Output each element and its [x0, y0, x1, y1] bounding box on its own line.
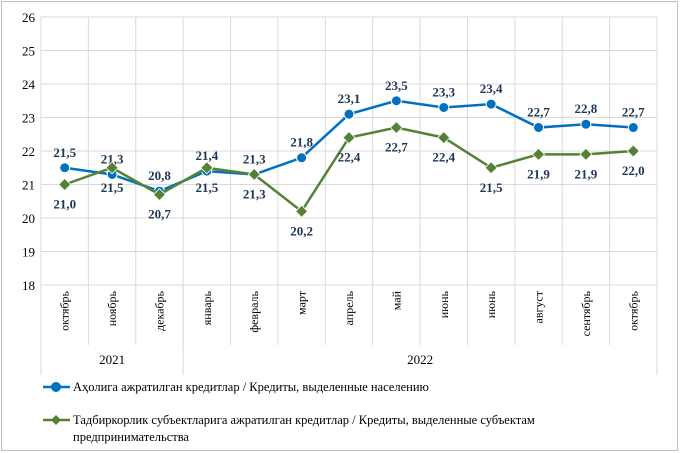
- data-point-circle: [438, 101, 450, 113]
- data-point-diamond: [389, 120, 403, 135]
- data-point-diamond: [295, 204, 309, 218]
- data-label: 21,3: [243, 186, 266, 201]
- data-label: 22,0: [622, 163, 645, 178]
- data-label: 21,5: [101, 180, 124, 195]
- y-tick-label: 22: [22, 144, 35, 159]
- data-label: 20,8: [148, 168, 171, 183]
- legend-circle-icon: [51, 382, 61, 392]
- y-tick-label: 19: [22, 245, 35, 260]
- x-tick-label: ноябрь: [105, 290, 119, 326]
- year-label: 2022: [407, 352, 433, 367]
- data-point-circle: [343, 108, 355, 120]
- data-point-diamond: [437, 131, 451, 145]
- y-tick-label: 18: [22, 278, 35, 293]
- data-label: 23,3: [432, 84, 455, 99]
- data-point-circle: [627, 122, 639, 134]
- x-tick-label: апрель: [342, 290, 356, 325]
- legend-diamond-icon: [51, 415, 61, 425]
- y-tick-label: 24: [22, 77, 36, 92]
- data-point-circle: [296, 152, 308, 164]
- data-label: 22,4: [432, 150, 455, 165]
- data-point-diamond: [531, 147, 546, 161]
- x-tick-label: август: [532, 290, 546, 323]
- data-label: 22,8: [575, 101, 598, 116]
- data-point-diamond: [58, 177, 72, 192]
- data-point-diamond: [200, 161, 214, 175]
- data-point-circle: [485, 98, 497, 110]
- data-label: 21,4: [195, 148, 218, 163]
- data-point-diamond: [152, 187, 167, 202]
- x-tick-label: март: [295, 290, 309, 315]
- y-tick-label: 26: [22, 10, 36, 25]
- data-label: 23,4: [480, 81, 503, 96]
- data-label: 20,2: [290, 223, 313, 238]
- data-label: 22,7: [385, 140, 408, 155]
- data-label: 21,8: [290, 135, 313, 150]
- x-tick-label: февраль: [247, 290, 261, 332]
- y-tick-label: 23: [22, 111, 35, 126]
- year-label: 2021: [99, 352, 125, 367]
- data-label: 21,5: [195, 180, 218, 195]
- legend-label: предпринимательства: [73, 430, 189, 444]
- y-tick-label: 25: [22, 44, 35, 59]
- x-tick-label: сентябрь: [579, 290, 593, 336]
- data-label: 21,0: [53, 197, 76, 212]
- y-tick-label: 20: [22, 211, 35, 226]
- data-point-circle: [59, 162, 71, 174]
- x-tick-label: октябрь: [626, 290, 640, 330]
- data-point-circle: [390, 95, 402, 107]
- data-label: 22,4: [338, 150, 361, 165]
- x-tick-label: июнь: [484, 290, 498, 318]
- data-label: 22,7: [527, 105, 550, 120]
- data-point-diamond: [342, 131, 356, 145]
- data-point-diamond: [626, 144, 640, 158]
- x-tick-label: май: [389, 290, 403, 310]
- data-point-circle: [533, 122, 545, 134]
- y-tick-label: 21: [22, 178, 35, 193]
- data-label: 21,5: [53, 145, 76, 160]
- data-point-circle: [580, 118, 592, 130]
- data-label: 21,5: [480, 180, 503, 195]
- data-point-diamond: [247, 167, 261, 182]
- x-tick-label: декабрь: [152, 290, 166, 331]
- x-tick-label: июнь: [437, 290, 451, 318]
- data-label: 22,7: [622, 105, 645, 120]
- data-label: 23,1: [338, 91, 361, 106]
- legend-label: Аҳолига ажратилган кредитлар / Кредиты, …: [73, 380, 429, 394]
- data-label: 20,7: [148, 207, 171, 222]
- data-label: 21,9: [527, 166, 550, 181]
- data-label: 21,3: [101, 151, 124, 166]
- data-label: 21,3: [243, 151, 266, 166]
- data-point-diamond: [484, 161, 498, 175]
- x-tick-label: январь: [200, 290, 214, 325]
- x-tick-label: октябрь: [58, 290, 72, 330]
- legend-label: Тадбиркорлик субъектларига ажратилган кр…: [73, 413, 535, 427]
- data-label: 23,5: [385, 78, 408, 93]
- data-label: 21,9: [575, 166, 598, 181]
- data-point-diamond: [105, 161, 119, 175]
- data-point-diamond: [579, 147, 593, 161]
